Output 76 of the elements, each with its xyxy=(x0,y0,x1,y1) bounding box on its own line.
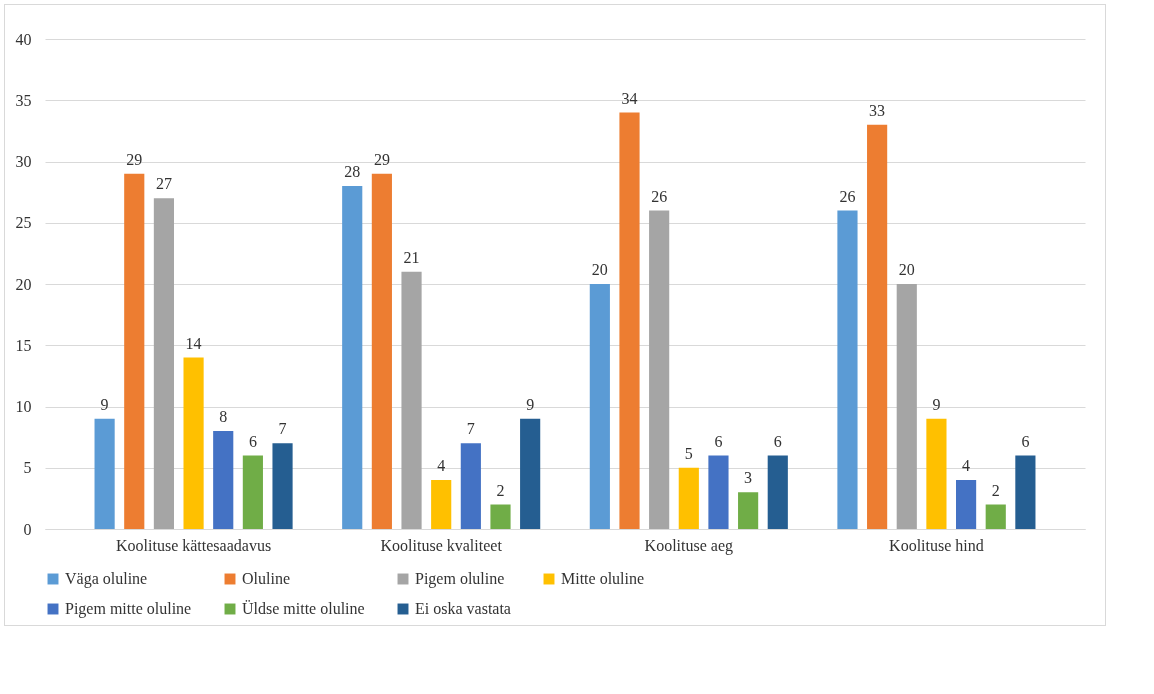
x-tick-label: Koolituse aeg xyxy=(644,536,734,555)
data-label: 6 xyxy=(773,432,782,450)
data-label: 9 xyxy=(526,395,535,413)
data-label: 20 xyxy=(898,261,915,278)
data-label: 29 xyxy=(373,150,390,168)
legend-label: Väga oluline xyxy=(65,570,148,588)
data-label: 34 xyxy=(621,89,638,107)
bar xyxy=(837,210,858,529)
bar xyxy=(124,173,145,529)
data-label: 4 xyxy=(437,457,446,474)
y-tick-label: 20 xyxy=(15,275,32,293)
bar xyxy=(896,284,917,529)
bar xyxy=(867,124,888,529)
bar xyxy=(342,186,363,529)
data-label: 3 xyxy=(744,469,753,487)
legend-label: Pigem mitte oluline xyxy=(65,600,192,618)
y-tick-label: 15 xyxy=(15,336,32,354)
bar xyxy=(242,455,263,529)
bar xyxy=(460,443,481,529)
legend-label: Üldse mitte oluline xyxy=(242,600,365,617)
data-label: 20 xyxy=(591,261,608,278)
data-label: 7 xyxy=(466,420,475,438)
y-tick-label: 30 xyxy=(15,153,32,170)
y-tick-label: 25 xyxy=(15,214,32,232)
data-label: 6 xyxy=(1021,432,1030,450)
data-label: 5 xyxy=(684,444,693,462)
y-tick-label: 0 xyxy=(23,520,32,538)
bar xyxy=(649,210,670,529)
bar xyxy=(401,271,422,529)
bar xyxy=(678,467,699,529)
legend-label: Ei oska vastata xyxy=(415,600,511,617)
data-label: 6 xyxy=(248,432,257,450)
data-label: 29 xyxy=(126,150,143,168)
bar xyxy=(767,455,788,529)
bar xyxy=(153,198,174,529)
data-label: 14 xyxy=(185,334,202,352)
bar xyxy=(926,418,947,529)
data-label: 6 xyxy=(714,432,723,450)
bar xyxy=(431,480,452,529)
legend-label: Oluline xyxy=(242,570,290,587)
bar xyxy=(708,455,729,529)
y-tick-label: 35 xyxy=(15,91,32,109)
x-tick-label: Koolituse kättesaadavus xyxy=(116,536,272,554)
data-label: 26 xyxy=(839,187,856,205)
data-label: 7 xyxy=(278,420,287,438)
bar xyxy=(738,492,759,529)
bar xyxy=(619,112,640,529)
legend-label: Mitte oluline xyxy=(561,570,645,587)
bar xyxy=(490,504,511,529)
data-label: 26 xyxy=(651,187,668,205)
data-label: 2 xyxy=(991,481,1000,499)
bar xyxy=(213,431,234,529)
data-label: 21 xyxy=(403,248,420,266)
data-label: 28 xyxy=(344,163,361,180)
y-tick-label: 40 xyxy=(15,30,32,48)
data-label: 9 xyxy=(932,395,941,413)
bar xyxy=(1015,455,1036,529)
bar xyxy=(183,357,204,529)
bar xyxy=(272,443,293,529)
bar xyxy=(956,480,977,529)
y-tick-label: 10 xyxy=(15,398,32,415)
data-label: 4 xyxy=(962,457,971,474)
x-tick-label: Koolituse kvaliteet xyxy=(380,536,503,554)
data-label: 33 xyxy=(869,101,886,119)
bar xyxy=(371,173,392,529)
legend-label: Pigem oluline xyxy=(415,570,505,588)
bar xyxy=(94,418,115,529)
bar xyxy=(520,418,541,529)
bar xyxy=(985,504,1006,529)
bar xyxy=(589,284,610,529)
data-label: 2 xyxy=(496,481,505,499)
data-label: 8 xyxy=(219,408,228,425)
y-tick-label: 5 xyxy=(23,459,32,477)
data-label: 9 xyxy=(100,395,109,413)
x-tick-label: Koolituse hind xyxy=(889,536,984,554)
data-label: 27 xyxy=(155,175,172,193)
